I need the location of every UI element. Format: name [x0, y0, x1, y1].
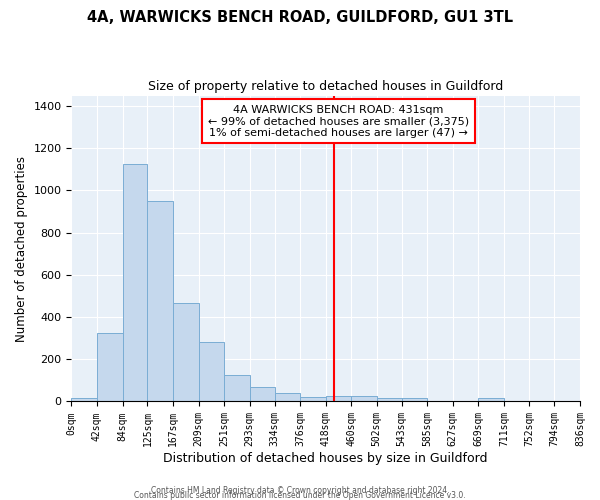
Text: 4A, WARWICKS BENCH ROAD, GUILDFORD, GU1 3TL: 4A, WARWICKS BENCH ROAD, GUILDFORD, GU1 …	[87, 10, 513, 25]
Y-axis label: Number of detached properties: Number of detached properties	[15, 156, 28, 342]
Bar	[351, 396, 377, 402]
Bar	[224, 375, 250, 402]
Bar	[300, 398, 326, 402]
Bar	[199, 342, 224, 402]
Bar	[326, 396, 351, 402]
Bar	[478, 398, 504, 402]
Bar	[275, 392, 300, 402]
Bar	[122, 164, 148, 402]
Bar	[377, 398, 402, 402]
Bar	[173, 304, 199, 402]
Bar	[250, 387, 275, 402]
Bar	[402, 398, 427, 402]
Text: Contains public sector information licensed under the Open Government Licence v3: Contains public sector information licen…	[134, 491, 466, 500]
Text: 4A WARWICKS BENCH ROAD: 431sqm
← 99% of detached houses are smaller (3,375)
1% o: 4A WARWICKS BENCH ROAD: 431sqm ← 99% of …	[208, 104, 469, 138]
Bar	[97, 333, 122, 402]
Text: Contains HM Land Registry data © Crown copyright and database right 2024.: Contains HM Land Registry data © Crown c…	[151, 486, 449, 495]
X-axis label: Distribution of detached houses by size in Guildford: Distribution of detached houses by size …	[163, 452, 488, 465]
Title: Size of property relative to detached houses in Guildford: Size of property relative to detached ho…	[148, 80, 503, 93]
Bar	[71, 398, 97, 402]
Bar	[148, 201, 173, 402]
